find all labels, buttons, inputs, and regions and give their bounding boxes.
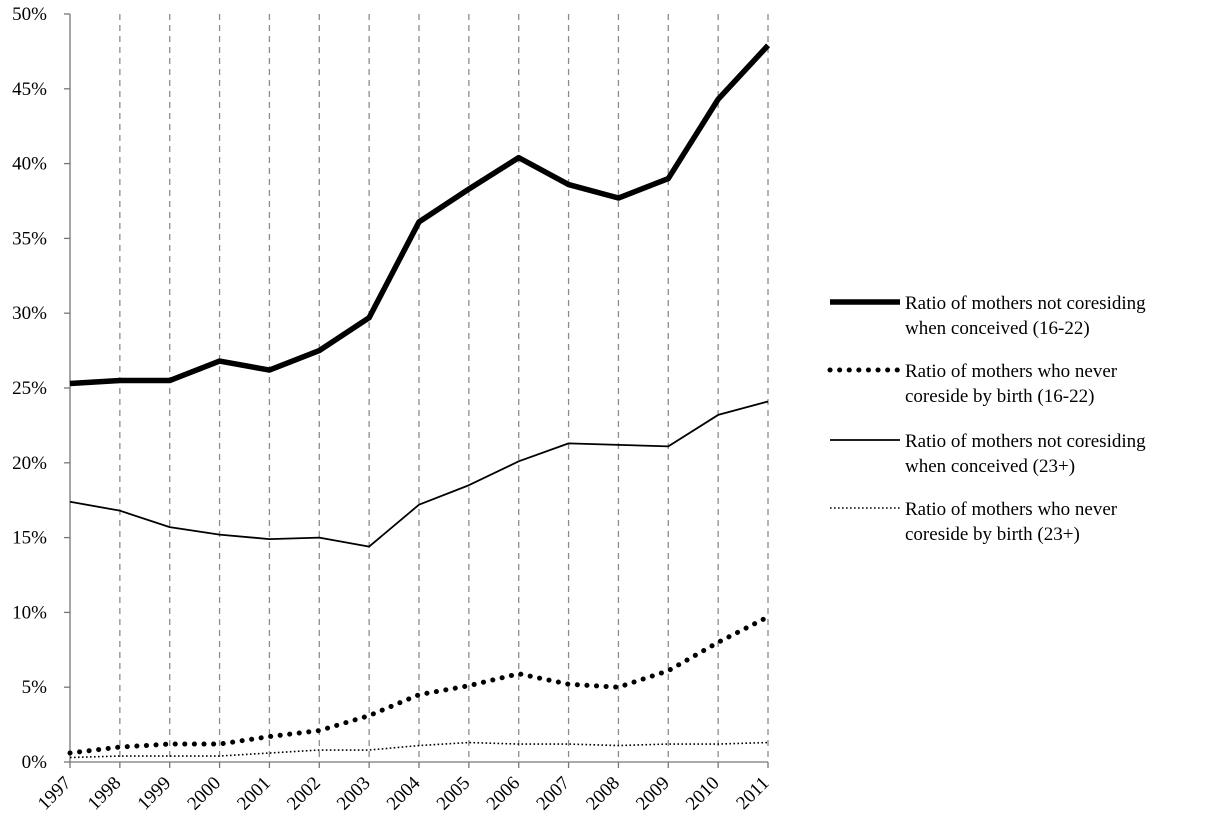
legend-label: Ratio of mothers not coresiding xyxy=(905,431,1146,452)
x-tick-label: 2005 xyxy=(433,773,475,815)
legend-label: when conceived (16-22) xyxy=(905,318,1090,339)
x-tick-label: 2007 xyxy=(532,773,574,815)
x-tick-label: 2010 xyxy=(682,773,724,815)
x-tick-label: 2001 xyxy=(233,773,275,815)
y-tick-label: 10% xyxy=(12,602,47,623)
series-line-3 xyxy=(69,400,769,548)
x-tick-label: 2003 xyxy=(333,773,375,815)
x-tick-label: 2002 xyxy=(283,773,325,815)
axes: 0% 5% 10% 15% 20% 25% 30% 35% 40% 45% 50% 1997 1998 1… xyxy=(12,4,773,814)
y-tick-label: 30% xyxy=(12,303,47,324)
legend-label: coreside by birth (23+) xyxy=(905,524,1080,545)
x-tick-label: 2009 xyxy=(632,773,674,815)
legend-label: Ratio of mothers not coresiding xyxy=(905,293,1146,314)
x-tick-label: 2000 xyxy=(183,773,225,815)
y-tick-label: 15% xyxy=(12,528,47,549)
series-lines xyxy=(67,43,771,759)
legend-item-3: Ratio of mothers not coresiding when conc… xyxy=(830,431,1146,477)
y-tick-label: 5% xyxy=(22,677,48,698)
legend-label: coreside by birth (16-22) xyxy=(905,386,1094,407)
x-tick-label: 2008 xyxy=(582,773,624,815)
x-tick-label: 1997 xyxy=(34,773,76,815)
y-tick-label: 45% xyxy=(12,79,47,100)
series-line-1 xyxy=(69,43,771,387)
legend-item-4: Ratio of mothers who never coreside by bi… xyxy=(830,499,1118,545)
y-tick-label: 35% xyxy=(12,228,47,249)
legend-item-2: Ratio of mothers who never coreside by bi… xyxy=(827,361,1118,407)
legend-item-1: Ratio of mothers not coresiding when conc… xyxy=(830,293,1146,339)
x-tick-label: 2004 xyxy=(383,772,425,814)
series-line-2 xyxy=(67,614,771,756)
y-tick-label: 0% xyxy=(22,752,48,773)
x-tick-label: 2011 xyxy=(732,773,773,814)
gridlines xyxy=(119,14,769,762)
y-tick-label: 50% xyxy=(12,4,47,25)
legend: Ratio of mothers not coresiding when conc… xyxy=(827,293,1146,545)
legend-label: Ratio of mothers who never xyxy=(905,499,1118,520)
legend-label: Ratio of mothers who never xyxy=(905,361,1118,382)
y-tick-label: 25% xyxy=(12,378,47,399)
y-tick-label: 20% xyxy=(12,453,47,474)
x-tick-label: 1998 xyxy=(84,773,126,815)
x-tick-label: 1999 xyxy=(134,773,176,815)
series-line-4 xyxy=(69,741,769,759)
x-tick-label: 2006 xyxy=(483,773,525,815)
legend-label: when conceived (23+) xyxy=(905,456,1075,477)
y-tick-label: 40% xyxy=(12,154,47,175)
